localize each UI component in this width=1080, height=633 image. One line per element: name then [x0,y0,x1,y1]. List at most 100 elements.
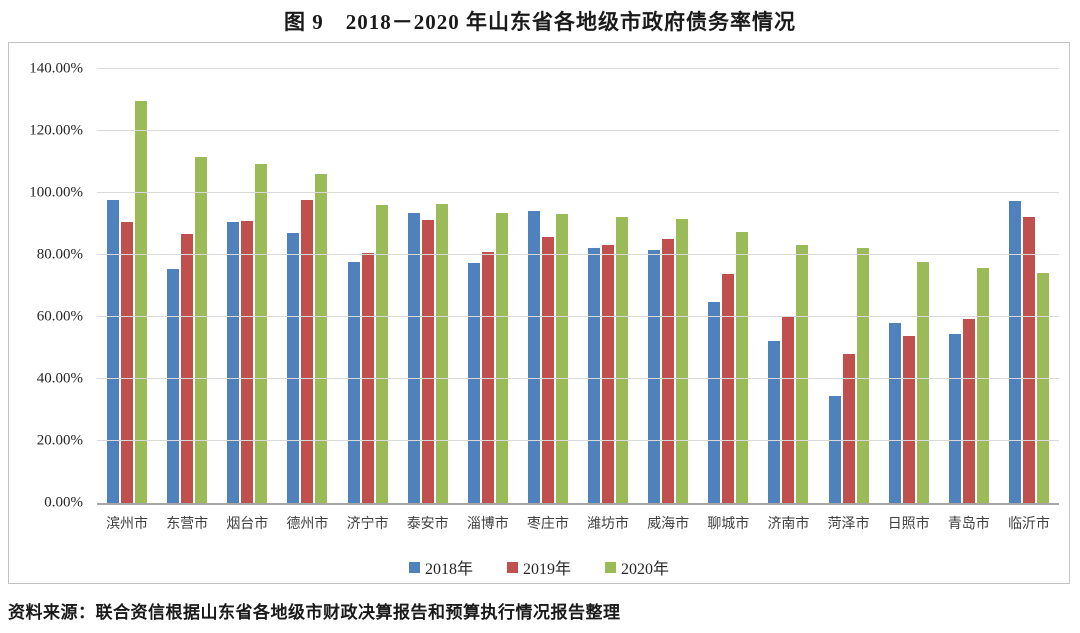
y-axis-tick-label: 0.00% [44,494,83,511]
bar-2020年-烟台市 [255,164,268,503]
bar-2018年-临沂市 [1008,201,1021,503]
x-axis: 滨州市 东营市 烟台市 德州市 济宁市 泰安市 淄博市 枣庄市 潍坊市 威海市 聊城市 济南市 菏泽市 日… [97,513,1059,533]
bar-2018年-菏泽市 [828,396,841,503]
bar-2019年-济南市 [782,317,795,503]
legend-label: 2020年 [621,561,670,578]
bar-group [578,69,638,503]
x-axis-label: 东营市 [166,517,209,532]
bar-2018年-济南市 [768,340,781,503]
bar-group [97,69,157,503]
bar-group [698,69,758,503]
bar-2020年-潍坊市 [616,217,629,503]
gridline [97,192,1059,193]
bar-group [879,69,939,503]
y-axis-tick-label: 20.00% [36,432,83,449]
bar-2018年-淄博市 [467,262,480,503]
x-axis-label: 枣庄市 [526,517,569,532]
y-axis-tick-label: 120.00% [29,122,83,139]
bar-2018年-威海市 [648,250,661,503]
bar-group [518,69,578,503]
source-note: 资料来源：联合资信根据山东省各地级市财政决算报告和预算执行情况报告整理 [8,603,621,622]
bar-2020年-滨州市 [135,100,148,503]
x-axis-label: 日照市 [887,517,930,532]
bar-group [217,69,277,503]
bar-2018年-烟台市 [227,222,240,503]
bar-2020年-日照市 [916,261,929,503]
gridline [97,130,1059,131]
bar-2020年-临沂市 [1036,273,1049,503]
x-axis-label: 济宁市 [346,517,389,532]
plot-area [97,68,1059,505]
bar-2018年-聊城市 [708,302,721,503]
bar-2019年-威海市 [662,238,675,503]
bar-2020年-青岛市 [976,267,989,503]
bar-group [458,69,518,503]
gridline [97,440,1059,441]
x-axis-label: 滨州市 [106,517,149,532]
bar-2018年-济宁市 [347,261,360,503]
bar-2020年-泰安市 [435,204,448,503]
bar-2018年-青岛市 [948,334,961,503]
bar-2019年-聊城市 [722,273,735,503]
y-axis-tick-label: 100.00% [29,184,83,201]
bar-2020年-菏泽市 [856,247,869,503]
figure-title: 图 9 2018－2020 年山东省各地级市政府债务率情况 [284,10,796,34]
bar-group [398,69,458,503]
bar-group [819,69,879,503]
legend-swatch [506,561,518,573]
gridline [97,68,1059,69]
x-axis-label: 潍坊市 [587,517,630,532]
bar-2020年-枣庄市 [555,214,568,503]
bar-2019年-临沂市 [1022,216,1035,503]
legend-label: 2019年 [522,561,571,578]
x-axis-label: 德州市 [286,517,329,532]
bar-group [758,69,818,503]
bar-group [157,69,217,503]
gridline [97,254,1059,255]
bar-2020年-济南市 [796,245,809,503]
bar-2019年-滨州市 [121,221,134,503]
x-axis-label: 临沂市 [1007,517,1050,532]
bar-2019年-潍坊市 [602,244,615,503]
x-axis-label: 淄博市 [466,517,509,532]
x-axis-label: 聊城市 [707,517,750,532]
bar-2019年-菏泽市 [842,353,855,503]
legend: 2018年 2019年 2020年 [9,555,1069,579]
bar-2018年-枣庄市 [527,210,540,503]
bar-group [638,69,698,503]
bar-2018年-日照市 [888,322,901,503]
x-axis-label: 泰安市 [406,517,449,532]
chart-frame: 0.00% 20.00% 40.00% 60.00% 80.00% 100.00% 120.… [8,42,1070,584]
x-axis-label: 济南市 [767,517,810,532]
legend-item: 2020年 [605,555,669,579]
bar-2020年-威海市 [676,219,689,503]
legend-item: 2019年 [506,555,571,579]
bar-2020年-东营市 [195,157,208,503]
y-axis-tick-label: 60.00% [36,308,83,325]
bar-2020年-淄博市 [495,213,508,503]
bar-2018年-泰安市 [407,213,420,503]
x-axis-label: 威海市 [647,517,690,532]
y-axis-tick-label: 80.00% [36,246,83,263]
gridline [97,378,1059,379]
x-axis-label: 烟台市 [226,517,269,532]
legend-label: 2018年 [424,561,473,578]
x-axis-label: 青岛市 [947,517,990,532]
bar-group [939,69,999,503]
legend-item: 2018年 [408,555,473,579]
bar-2018年-德州市 [287,233,300,503]
bar-group [338,69,398,503]
bar-2018年-潍坊市 [588,247,601,503]
bar-2019年-枣庄市 [541,237,554,503]
bar-2019年-烟台市 [241,220,254,503]
legend-swatch [408,561,420,573]
plot-groups [97,69,1059,503]
y-axis-tick-label: 140.00% [29,60,83,77]
bar-group [999,69,1059,503]
bar-2019年-青岛市 [962,319,975,503]
bar-group [277,69,337,503]
y-axis-tick-label: 40.00% [36,370,83,387]
gridline [97,316,1059,317]
bar-2019年-东营市 [181,233,194,503]
bar-2019年-德州市 [301,199,314,503]
